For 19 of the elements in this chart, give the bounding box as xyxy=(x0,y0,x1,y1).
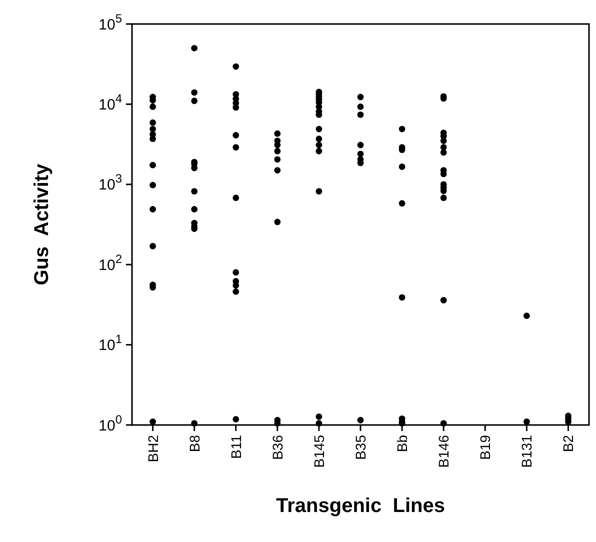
x-tick-label: B131 xyxy=(518,434,535,468)
y-axis-title: Gus Activity xyxy=(31,162,53,286)
x-tick-label: B145 xyxy=(310,434,327,468)
x-axis-title: Transgenic Lines xyxy=(276,495,445,517)
y-tick-label: 10$^{3}$ xyxy=(98,172,122,194)
y-tick-label: 10$^{2}$ xyxy=(98,252,122,274)
y-tick-label: 10$^{4}$ xyxy=(98,91,122,114)
x-tick-label: Bb xyxy=(394,434,410,452)
x-tick-label: B8 xyxy=(186,434,202,452)
x-tick-label: B2 xyxy=(560,434,576,452)
x-tick-label: B19 xyxy=(477,434,494,460)
x-tick-label: B146 xyxy=(436,434,452,468)
y-tick-label: 10$^{5}$ xyxy=(98,11,122,34)
x-tick-label: B35 xyxy=(352,434,368,460)
x-tick-label: BH2 xyxy=(144,434,161,462)
x-tick-label: B36 xyxy=(269,434,286,460)
x-tick-label: B11 xyxy=(228,434,244,459)
y-tick-label: 10$^{1}$ xyxy=(98,332,122,354)
y-tick-label: 10$^{0}$ xyxy=(98,412,122,434)
